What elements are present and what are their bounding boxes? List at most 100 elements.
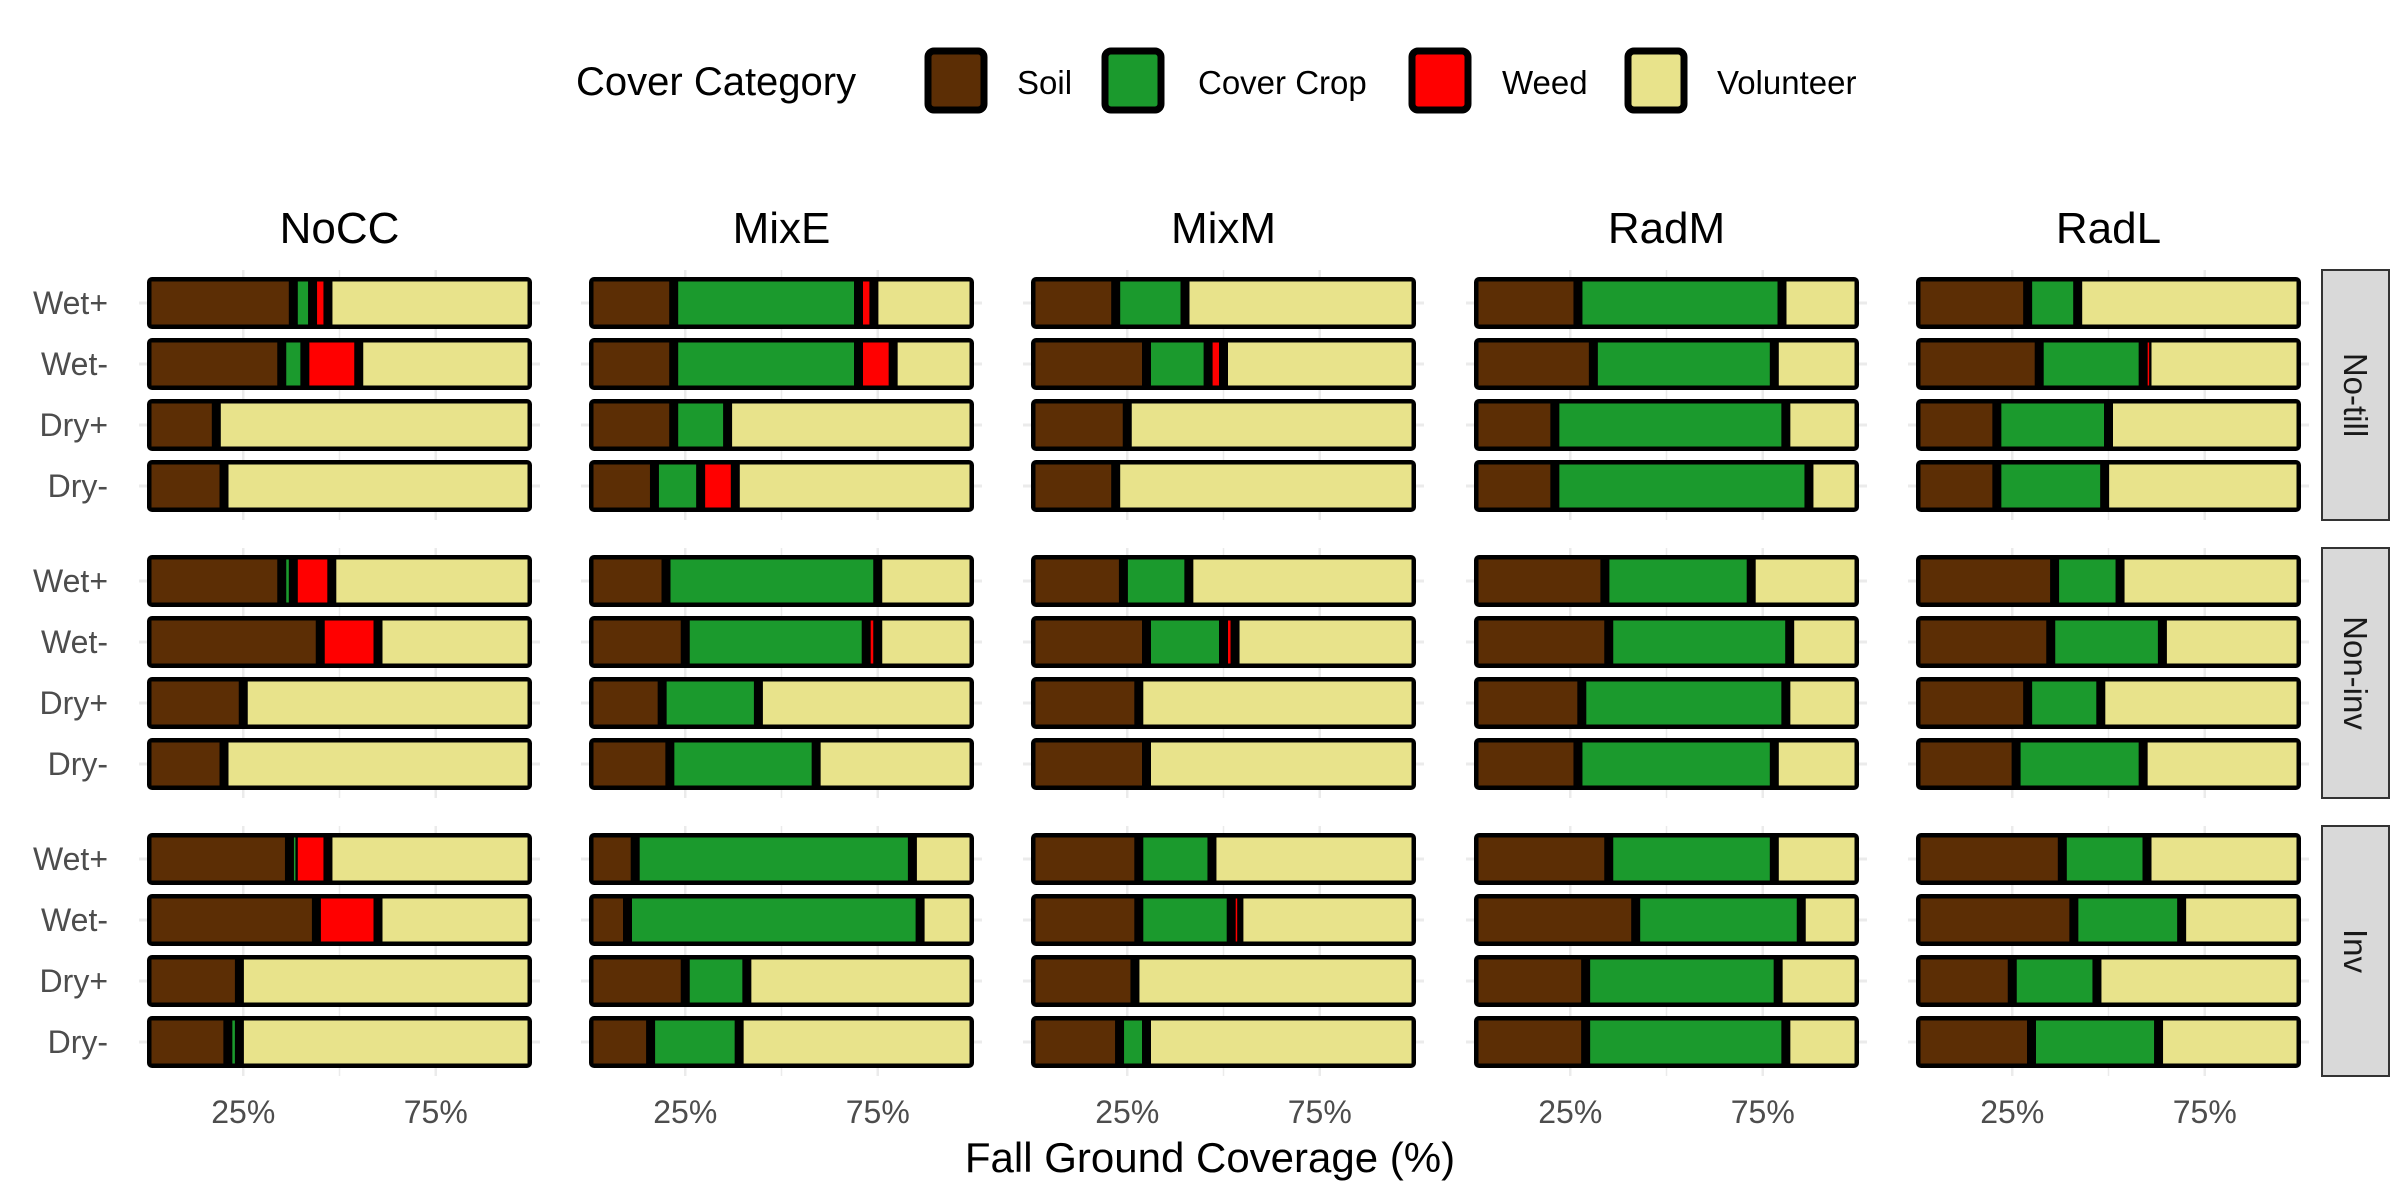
bar-segment-volunteer	[732, 403, 970, 447]
bar-segment-soil	[593, 1020, 647, 1064]
bar-segment-volunteer	[1193, 559, 1412, 603]
bar-segment-volunteer	[1805, 898, 1855, 942]
bar-segment-soil	[1035, 559, 1119, 603]
bar-segment-soil	[1035, 342, 1142, 386]
bar-segment-weed	[317, 281, 324, 325]
bar-dry	[1474, 738, 1859, 790]
bar-segment-soil	[1920, 959, 2008, 1003]
panel-inv-nocc	[139, 826, 540, 1076]
bar-segment-volunteer	[1151, 1020, 1412, 1064]
bar-segment-volunteer	[2186, 898, 2297, 942]
bar-segment-volunteer	[743, 1020, 970, 1064]
bar-segment-soil	[593, 342, 670, 386]
bar-segment-soil	[1920, 403, 1993, 447]
bar-segment-cover-crop	[1609, 559, 1747, 603]
bar-segment-weed	[1235, 898, 1238, 942]
bar-wet	[1916, 894, 2301, 946]
bar-segment-cover-crop	[655, 1020, 735, 1064]
bar-segment-soil	[1478, 837, 1605, 881]
bar-segment-cover-crop	[1151, 342, 1204, 386]
bar-segment-soil	[1920, 559, 2051, 603]
bar-segment-volunteer	[2147, 742, 2297, 786]
bar-segment-volunteer	[1755, 559, 1855, 603]
bar-wet	[147, 894, 532, 946]
bar-wet	[589, 555, 974, 607]
legend-item-soil: Soil	[924, 47, 1072, 114]
bar-wet	[1031, 277, 1416, 329]
bar-segment-volunteer	[924, 898, 970, 942]
row-facet-label-non-inv: Non-inv	[2337, 616, 2374, 730]
column-facet-title-mixe: MixE	[733, 204, 831, 253]
bar-dry	[1474, 955, 1859, 1007]
bar-wet	[1916, 338, 2301, 390]
bar-segment-volunteer	[878, 281, 970, 325]
bar-segment-soil	[1920, 1020, 2027, 1064]
bar-dry	[1916, 460, 2301, 512]
y-tick-label-inv-dry: Dry+	[40, 963, 108, 999]
panel-no-till-radm	[1466, 270, 1867, 520]
bar-segment-volunteer	[243, 1020, 528, 1064]
bar-segment-soil	[1478, 742, 1574, 786]
bar-segment-soil	[593, 281, 670, 325]
bar-dry	[1031, 738, 1416, 790]
bar-segment-volunteer	[882, 559, 970, 603]
bar-segment-volunteer	[2105, 681, 2297, 725]
x-tick-label-nocc-25: 25%	[211, 1094, 275, 1130]
bar-segment-soil	[593, 403, 670, 447]
y-tick-label-no-till-dry: Dry+	[40, 407, 108, 443]
x-tick-label-radm-25: 25%	[1538, 1094, 1602, 1130]
bar-dry	[1916, 399, 2301, 451]
bar-segment-soil	[593, 681, 658, 725]
bar-segment-cover-crop	[232, 1020, 235, 1064]
bar-segment-cover-crop	[1127, 559, 1185, 603]
bar-segment-cover-crop	[2055, 620, 2158, 664]
bar-segment-soil	[151, 898, 312, 942]
bar-segment-cover-crop	[678, 281, 854, 325]
bar-segment-soil	[593, 620, 681, 664]
panel-no-till-mixm	[1023, 270, 1424, 520]
bar-segment-volunteer	[1151, 742, 1412, 786]
row-facet-strip-background	[2321, 825, 2390, 1077]
bar-segment-soil	[1920, 898, 2070, 942]
bar-segment-cover-crop	[2032, 281, 2074, 325]
row-facet-strip-inv: Inv	[2321, 825, 2390, 1077]
bar-segment-soil	[593, 898, 623, 942]
bar-segment-soil	[593, 742, 666, 786]
bar-segment-cover-crop	[632, 898, 916, 942]
bar-wet	[1474, 338, 1859, 390]
bar-segment-soil	[1920, 837, 2058, 881]
bar-segment-cover-crop	[1590, 1020, 1782, 1064]
bar-segment-soil	[151, 342, 278, 386]
bar-segment-volunteer	[1120, 464, 1412, 508]
bar-dry	[1474, 1016, 1859, 1068]
bar-segment-volunteer	[1778, 837, 1855, 881]
bar-wet	[1031, 338, 1416, 390]
bar-segment-volunteer	[1790, 1020, 1855, 1064]
bar-dry	[589, 1016, 974, 1068]
bar-dry	[147, 677, 532, 729]
bar-dry	[589, 460, 974, 512]
bar-segment-volunteer	[1143, 681, 1412, 725]
bar-wet	[1474, 833, 1859, 885]
bar-segment-volunteer	[382, 620, 528, 664]
bar-dry	[1031, 399, 1416, 451]
bar-segment-weed	[863, 281, 870, 325]
panel-no-till-radl	[1908, 270, 2309, 520]
bar-segment-soil	[151, 742, 220, 786]
bar-dry	[147, 955, 532, 1007]
panel-inv-mixm	[1023, 826, 1424, 1076]
bar-segment-volunteer	[228, 742, 528, 786]
y-tick-label-inv-wet: Wet+	[33, 841, 108, 877]
y-tick-label-non-inv-dry: Dry+	[40, 685, 108, 721]
bar-segment-soil	[1035, 281, 1112, 325]
bar-segment-soil	[151, 959, 235, 1003]
bar-segment-cover-crop	[2001, 464, 2101, 508]
bar-segment-volunteer	[916, 837, 970, 881]
x-tick-label-mixe-25: 25%	[653, 1094, 717, 1130]
bar-dry	[1031, 955, 1416, 1007]
bar-segment-volunteer	[2151, 342, 2297, 386]
y-tick-label-no-till-wet: Wet-	[41, 346, 108, 382]
bar-segment-weed	[870, 620, 874, 664]
bar-segment-soil	[1478, 281, 1574, 325]
